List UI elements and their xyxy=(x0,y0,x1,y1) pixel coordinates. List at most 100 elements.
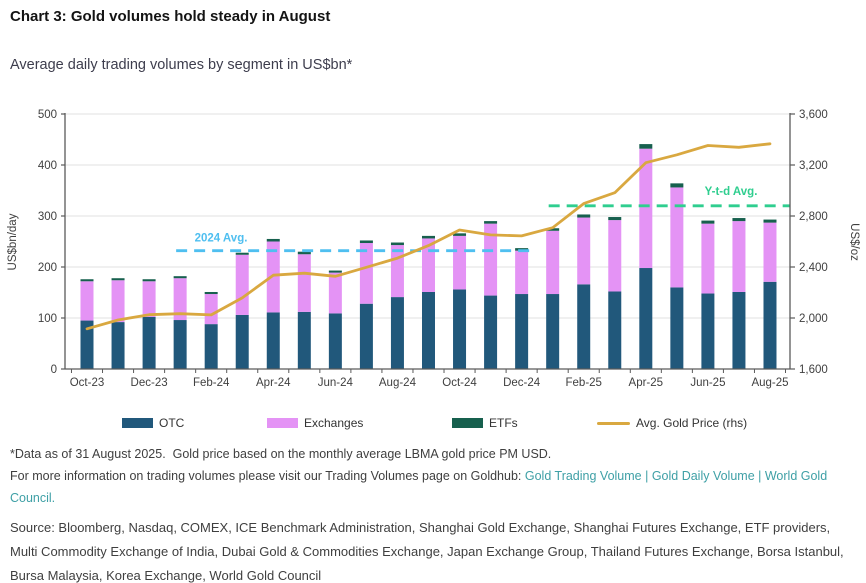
bar-segment-exchanges-Oct-23 xyxy=(80,281,94,321)
legend-item-exchanges: Exchanges xyxy=(267,413,363,433)
bar-segment-exchanges-Jul-25 xyxy=(732,221,746,292)
link-gold-trading-volume[interactable]: Gold Trading Volume xyxy=(524,469,642,483)
bar-segment-exchanges-Apr-25 xyxy=(639,148,653,269)
bar-segment-exchanges-Jun-24 xyxy=(328,272,342,314)
right-axis-tick-label: 2,400 xyxy=(799,262,828,274)
legend-label-exchanges: Exchanges xyxy=(304,416,364,430)
bar-segment-etfs-Nov-24 xyxy=(484,221,498,224)
annotation-label-ytd-avg: Y-t-d Avg. xyxy=(705,186,758,198)
bar-segment-otc-Jan-25 xyxy=(546,294,560,369)
bar-segment-exchanges-Feb-24 xyxy=(204,294,218,325)
bar-segment-otc-Aug-24 xyxy=(390,297,404,369)
otc-swatch xyxy=(122,418,153,428)
link-gold-daily-volume[interactable]: Gold Daily Volume xyxy=(651,469,755,483)
footnote-more-info: For more information on trading volumes … xyxy=(10,465,858,509)
link-world-gold-council[interactable]: World Gold Council. xyxy=(10,469,828,505)
etfs-swatch xyxy=(452,418,483,428)
bar-segment-otc-Nov-24 xyxy=(484,295,498,369)
bar-segment-etfs-Jul-24 xyxy=(359,240,373,244)
left-axis-tick-label: 200 xyxy=(38,262,57,274)
x-axis-tick-label: Oct-23 xyxy=(70,377,105,389)
left-axis-title: US$bn/day xyxy=(7,213,19,270)
gold-volumes-chart: 2024 Avg. Y-t-d Avg. 0 100 200 300 400 500 1,600… xyxy=(7,109,860,389)
bar-segment-exchanges-Mar-24 xyxy=(235,254,249,315)
x-axis-tick-label: Feb-25 xyxy=(566,377,602,389)
bar-segment-otc-Jan-24 xyxy=(173,320,187,369)
exchanges-swatch xyxy=(267,418,298,428)
left-axis-tick-label: 400 xyxy=(38,160,57,172)
x-axis-tick-label: Aug-25 xyxy=(751,377,788,389)
x-axis-tick-label: Jun-25 xyxy=(690,377,725,389)
footnote-data-asof: *Data as of 31 August 2025. Gold price b… xyxy=(10,447,552,461)
bar-segment-etfs-May-25 xyxy=(670,183,684,188)
bar-segment-otc-Apr-25 xyxy=(639,268,653,369)
avg-gold-price-line xyxy=(85,142,772,331)
legend-item-gold-price: Avg. Gold Price (rhs) xyxy=(597,413,747,433)
bar-segment-exchanges-Nov-24 xyxy=(484,223,498,296)
bar-segment-etfs-Feb-25 xyxy=(577,214,591,218)
left-axis-tick-label: 100 xyxy=(38,313,57,325)
bar-segment-etfs-Nov-23 xyxy=(111,278,125,281)
chart-title: Chart 3: Gold volumes hold steady in Aug… xyxy=(10,8,331,25)
link-separator: | xyxy=(754,469,765,483)
chart-legend: OTC Exchanges ETFs Avg. Gold Price (rhs) xyxy=(0,413,866,435)
bar-segment-etfs-Jan-24 xyxy=(173,276,187,279)
bar-segment-exchanges-May-25 xyxy=(670,187,684,288)
bar-segment-exchanges-May-24 xyxy=(297,254,311,312)
bar-segment-etfs-Aug-24 xyxy=(390,242,404,246)
x-axis-tick-label: Dec-23 xyxy=(131,377,168,389)
bar-segment-exchanges-Jun-25 xyxy=(701,223,715,294)
bar-segment-otc-Jun-24 xyxy=(328,313,342,369)
x-axis-tick-label: Jun-24 xyxy=(318,377,354,389)
bar-segment-etfs-Apr-25 xyxy=(639,144,653,149)
bar-segment-otc-Oct-23 xyxy=(80,320,94,369)
bar-segment-etfs-Oct-23 xyxy=(80,279,94,282)
right-axis-tick-label: 3,600 xyxy=(799,109,828,121)
bar-segment-otc-Oct-24 xyxy=(453,289,467,369)
bar-segment-exchanges-Oct-24 xyxy=(453,235,467,290)
bar-segment-otc-May-24 xyxy=(297,311,311,369)
bar-segment-otc-Mar-24 xyxy=(235,314,249,369)
x-axis-tick-label: Apr-24 xyxy=(256,377,291,389)
bar-segment-otc-Sep-24 xyxy=(421,291,435,369)
legend-label-gold-price: Avg. Gold Price (rhs) xyxy=(636,416,748,430)
bar-segment-etfs-Jun-24 xyxy=(328,270,342,273)
bar-segment-etfs-Aug-25 xyxy=(763,219,777,223)
bar-segment-exchanges-Aug-25 xyxy=(763,222,777,282)
bar-segment-exchanges-Aug-24 xyxy=(390,245,404,298)
bar-segment-exchanges-Nov-23 xyxy=(111,280,125,323)
bar-segment-exchanges-Dec-23 xyxy=(142,281,156,317)
x-axis-tick-label: Oct-24 xyxy=(442,377,477,389)
bar-segment-otc-Jul-24 xyxy=(359,303,373,369)
bar-segment-otc-Aug-25 xyxy=(763,281,777,369)
bar-segment-otc-Jun-25 xyxy=(701,293,715,369)
bar-segment-exchanges-Jul-24 xyxy=(359,243,373,304)
chart-subtitle: Average daily trading volumes by segment… xyxy=(10,57,353,73)
bar-segment-exchanges-Jan-24 xyxy=(173,278,187,321)
right-axis-tick-label: 3,200 xyxy=(799,160,828,172)
bar-segment-otc-Dec-24 xyxy=(515,294,529,369)
right-axis-tick-label: 2,800 xyxy=(799,211,828,223)
bar-segment-exchanges-Dec-24 xyxy=(515,250,529,295)
bar-segment-etfs-Jan-25 xyxy=(546,228,560,231)
footnotes: *Data as of 31 August 2025. Gold price b… xyxy=(10,443,858,583)
x-axis-tick-label: Aug-24 xyxy=(379,377,417,389)
bar-segment-otc-Apr-24 xyxy=(266,312,280,369)
left-axis-tick-label: 500 xyxy=(38,109,57,121)
bar-segment-otc-Jul-25 xyxy=(732,291,746,369)
legend-label-etfs: ETFs xyxy=(489,416,518,430)
bar-segment-etfs-Oct-24 xyxy=(453,233,467,236)
legend-item-etfs: ETFs xyxy=(452,413,518,433)
source-text: Source: Bloomberg, Nasdaq, COMEX, ICE Be… xyxy=(10,520,844,583)
right-axis-tick-label: 1,600 xyxy=(799,364,828,376)
x-axis-tick-label: Feb-24 xyxy=(193,377,230,389)
legend-item-otc: OTC xyxy=(122,413,184,433)
bar-segment-etfs-May-24 xyxy=(297,251,311,255)
bar-segment-otc-Feb-25 xyxy=(577,284,591,369)
legend-label-otc: OTC xyxy=(159,416,185,430)
bar-segment-otc-Dec-23 xyxy=(142,316,156,369)
footnote-more-info-text: For more information on trading volumes … xyxy=(10,469,525,483)
link-separator: | xyxy=(641,469,652,483)
right-axis-tick-label: 2,000 xyxy=(799,313,828,325)
